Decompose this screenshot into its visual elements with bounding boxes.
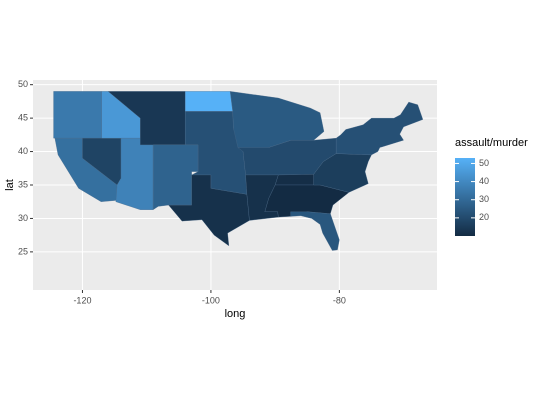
colorbar [455,158,475,236]
region [185,91,233,112]
y-tick-label: 50 [18,79,28,89]
y-tick-label: 45 [18,112,28,122]
region [168,174,250,247]
y-tick-label: 25 [18,246,28,256]
region [152,144,199,211]
region [290,211,340,251]
legend-label: 30 [479,194,489,204]
y-tick-label: 40 [18,146,28,156]
legend-label: 40 [479,176,489,186]
y-tick-label: 35 [18,179,28,189]
region [336,101,424,156]
legend-label: 20 [479,212,489,222]
x-tick-label: -100 [202,295,220,305]
region [53,91,102,139]
region [313,153,372,193]
y-axis-title: lat [4,179,16,191]
y-tick-label: 30 [18,213,28,223]
x-tick-label: -120 [73,295,91,305]
x-axis-title: long [225,308,246,320]
region [115,138,154,210]
legend-title: assault/murder [455,137,528,149]
legend-label: 50 [479,158,489,168]
x-tick-label: -80 [333,295,346,305]
region [274,174,314,186]
